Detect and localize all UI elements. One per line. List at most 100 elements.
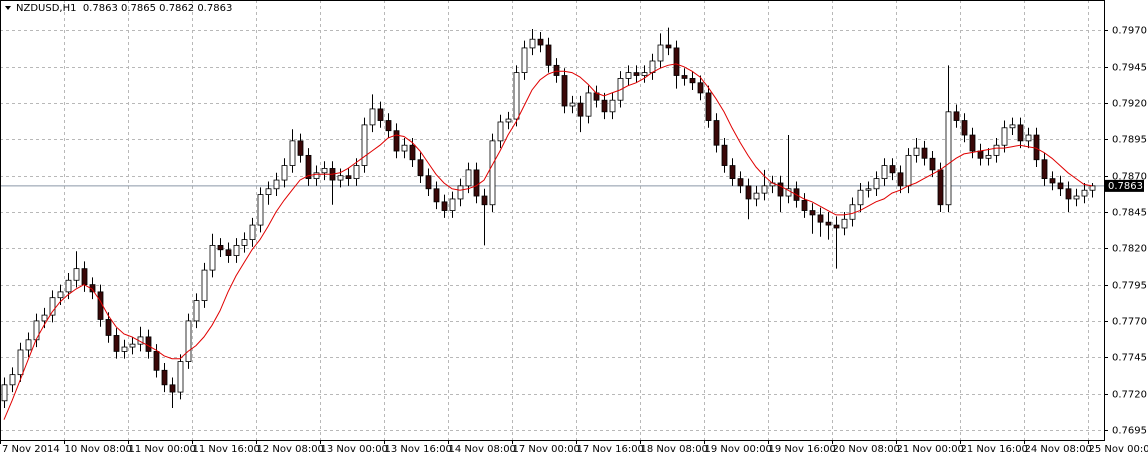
candle-body bbox=[609, 99, 616, 113]
candle-body bbox=[369, 108, 376, 126]
candle-body bbox=[25, 339, 32, 351]
y-tick-label: 0.7795 bbox=[1112, 281, 1147, 292]
candle-body bbox=[825, 221, 832, 226]
candle-body bbox=[985, 154, 992, 159]
candle-body bbox=[633, 72, 640, 76]
x-tick-label: 11 Nov 00:00 bbox=[129, 444, 196, 455]
candle-body bbox=[121, 346, 128, 352]
candle-body bbox=[569, 102, 576, 107]
candle-body bbox=[1017, 124, 1024, 142]
candle-body bbox=[401, 144, 408, 152]
candle-body bbox=[81, 268, 88, 286]
candle-body bbox=[969, 134, 976, 152]
chart-title: NZDUSD,H1 0.7863 0.7865 0.7862 0.7863 bbox=[16, 3, 232, 14]
candle-body bbox=[729, 165, 736, 180]
candle-body bbox=[1073, 195, 1080, 200]
candle-body bbox=[1089, 185, 1096, 191]
candle-body bbox=[1001, 127, 1008, 146]
candle-body bbox=[561, 75, 568, 107]
candle-body bbox=[905, 154, 912, 187]
candle-body bbox=[33, 320, 40, 341]
candle-body bbox=[145, 336, 152, 352]
candle-body bbox=[745, 185, 752, 200]
grid bbox=[0, 0, 1104, 440]
candle-body bbox=[521, 47, 528, 74]
candle-body bbox=[1049, 178, 1056, 184]
candle-body bbox=[553, 64, 560, 76]
candle-body bbox=[241, 239, 248, 246]
candle-body bbox=[233, 245, 240, 256]
candle-body bbox=[321, 168, 328, 174]
candle-body bbox=[537, 38, 544, 46]
candle-body bbox=[113, 335, 120, 352]
candle-body bbox=[577, 102, 584, 117]
candle-body bbox=[681, 75, 688, 79]
candle-body bbox=[961, 120, 968, 136]
x-tick-label: 20 Nov 08:00 bbox=[833, 444, 900, 455]
x-tick-label: 12 Nov 08:00 bbox=[257, 444, 324, 455]
candle-body bbox=[761, 185, 768, 194]
candle-body bbox=[1041, 159, 1048, 180]
x-tick-label: 19 Nov 00:00 bbox=[705, 444, 772, 455]
x-tick-label: 14 Nov 08:00 bbox=[449, 444, 516, 455]
candle-body bbox=[929, 157, 936, 171]
candle-body bbox=[697, 82, 704, 94]
candle-body bbox=[841, 218, 848, 229]
x-tick-label: 10 Nov 08:00 bbox=[65, 444, 132, 455]
candle-body bbox=[993, 144, 1000, 156]
candle-body bbox=[801, 199, 808, 211]
candle-body bbox=[441, 201, 448, 211]
y-tick-label: 0.7870 bbox=[1112, 172, 1147, 183]
y-tick-label: 0.7720 bbox=[1112, 390, 1147, 401]
candle-body bbox=[889, 165, 896, 174]
candle-body bbox=[377, 108, 384, 121]
candle-body bbox=[817, 214, 824, 223]
x-tick-label: 18 Nov 08:00 bbox=[641, 444, 708, 455]
candle-body bbox=[897, 172, 904, 187]
candle-body bbox=[641, 72, 648, 76]
candle-body bbox=[625, 72, 632, 79]
candle-body bbox=[337, 175, 344, 181]
x-tick-label: 7 Nov 2014 bbox=[2, 444, 60, 455]
candle-body bbox=[505, 118, 512, 123]
x-tick-label: 11 Nov 16:00 bbox=[193, 444, 260, 455]
candle-body bbox=[17, 349, 24, 376]
candle-body bbox=[585, 92, 592, 117]
plot bbox=[0, 27, 1104, 420]
candle-body bbox=[433, 188, 440, 203]
candle-body bbox=[529, 38, 536, 49]
candle-body bbox=[857, 189, 864, 206]
candle-body bbox=[409, 144, 416, 161]
x-tick-label: 13 Nov 16:00 bbox=[385, 444, 452, 455]
candle-body bbox=[265, 188, 272, 195]
last-price-label: 0.7863 bbox=[1108, 181, 1143, 192]
candle-body bbox=[689, 78, 696, 84]
candle-body bbox=[425, 175, 432, 190]
candle-body bbox=[417, 159, 424, 177]
candle-body bbox=[353, 165, 360, 180]
last-price-box bbox=[1105, 179, 1144, 192]
x-tick-label: 13 Nov 00:00 bbox=[321, 444, 388, 455]
candle-body bbox=[457, 185, 464, 200]
y-tick-label: 0.7820 bbox=[1112, 244, 1147, 255]
candle-body bbox=[225, 249, 232, 256]
candle-body bbox=[65, 279, 72, 293]
candle-body bbox=[705, 92, 712, 121]
candle-body bbox=[489, 140, 496, 206]
moving-average bbox=[3, 63, 1093, 420]
candle-body bbox=[601, 99, 608, 113]
candle-body bbox=[161, 369, 168, 386]
candle-body bbox=[873, 178, 880, 190]
candle-body bbox=[129, 343, 136, 348]
candle-body bbox=[185, 320, 192, 362]
candle-body bbox=[217, 245, 224, 251]
menu-triangle[interactable] bbox=[5, 6, 11, 10]
x-tick-label: 21 Nov 16:00 bbox=[961, 444, 1028, 455]
candle-body bbox=[273, 179, 280, 190]
x-tick-label: 24 Nov 08:00 bbox=[1025, 444, 1092, 455]
candle-body bbox=[665, 44, 672, 49]
candle-body bbox=[865, 188, 872, 191]
candle-body bbox=[361, 124, 368, 166]
candle-body bbox=[1065, 188, 1072, 200]
